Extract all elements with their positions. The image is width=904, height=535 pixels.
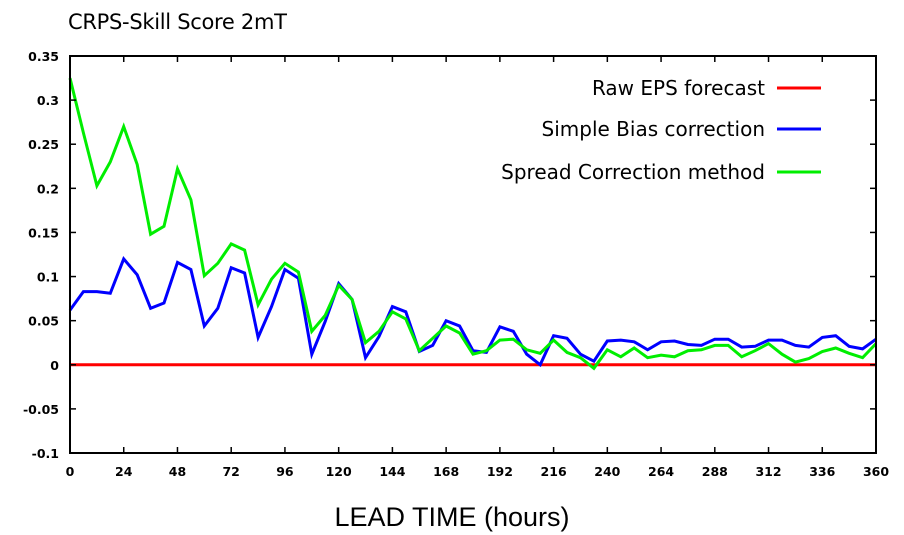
y-tick-label: -0.05 [23, 402, 59, 417]
legend-label-2: Spread Correction method [501, 160, 765, 184]
x-tick-label: 168 [433, 464, 459, 479]
series-line-1 [68, 256, 877, 368]
y-tick-label: 0.1 [37, 270, 59, 285]
x-tick-label: 240 [594, 464, 620, 479]
plot-frame [69, 55, 877, 454]
y-tick-label: 0.05 [28, 314, 59, 329]
y-tick-label: 0.3 [37, 93, 59, 108]
series-line-2 [68, 77, 878, 371]
x-tick-label: 0 [66, 464, 75, 479]
y-tick-label: 0 [50, 358, 59, 373]
x-tick-label: 72 [222, 464, 239, 479]
y-tick-label: 0.25 [28, 137, 59, 152]
x-tick-label: 192 [487, 464, 513, 479]
legend-label-1: Simple Bias correction [542, 117, 765, 141]
legend-label-0: Raw EPS forecast [592, 76, 765, 100]
x-tick-label: 144 [379, 464, 405, 479]
x-tick-label: 312 [755, 464, 781, 479]
x-axis-label: LEAD TIME (hours) [334, 502, 570, 532]
x-tick-label: 288 [702, 464, 728, 479]
y-tick-label: 0.2 [37, 181, 59, 196]
x-tick-label: 120 [326, 464, 352, 479]
chart-title: CRPS-Skill Score 2mT [68, 10, 287, 34]
x-tick-label: 360 [863, 464, 889, 479]
x-tick-label: 264 [648, 464, 674, 479]
x-tick-label: 48 [169, 464, 186, 479]
y-tick-label: -0.1 [32, 446, 59, 461]
x-tick-label: 336 [809, 464, 835, 479]
y-tick-label: 0.35 [28, 49, 59, 64]
y-tick-label: 0.15 [28, 225, 59, 240]
x-tick-label: 216 [541, 464, 567, 479]
x-tick-label: 24 [115, 464, 133, 479]
x-tick-label: 96 [276, 464, 294, 479]
